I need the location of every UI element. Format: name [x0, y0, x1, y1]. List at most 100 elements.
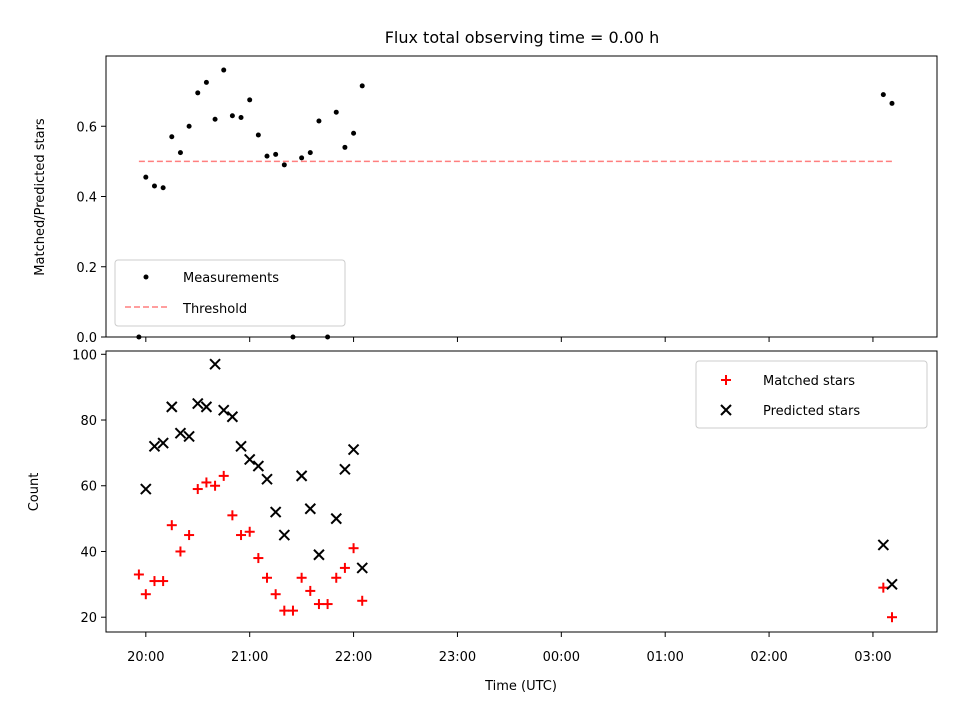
predicted-star-point [877, 539, 890, 551]
predicted-star-point [330, 512, 342, 525]
matched-star-point [313, 599, 324, 610]
predicted-star-point [235, 440, 247, 453]
bottom-legend: Matched stars Predicted stars [695, 360, 928, 429]
matched-star-point [192, 484, 203, 495]
measurement-point [186, 123, 192, 129]
top-y-tick-label: 0.0 [76, 331, 97, 346]
top-panel-points [136, 67, 895, 340]
legend-matched-label: Matched stars [763, 374, 855, 389]
legend-predicted-marker [720, 404, 732, 416]
measurement-point [143, 174, 149, 180]
measurement-point [255, 132, 261, 138]
x-tick-label: 02:00 [750, 650, 787, 665]
matched-star-point [236, 530, 247, 541]
bottom-panel-x-ticks: 20:00 21:00 22:00 23:00 00:00 01:00 02:00 03:00 [127, 632, 892, 665]
x-axis-label: Time (UTC) [484, 679, 557, 694]
predicted-star-point [183, 430, 195, 443]
matched-star-point [287, 605, 298, 616]
matched-star-point [348, 543, 359, 554]
matched-star-point [218, 470, 229, 481]
predicted-star-point [243, 453, 256, 466]
measurement-point [229, 113, 235, 119]
predicted-star-point [356, 562, 368, 574]
predicted-star-point [347, 443, 360, 456]
matched-star-point [253, 553, 264, 564]
top-y-tick-label: 0.6 [76, 120, 97, 135]
measurement-point [273, 151, 279, 157]
matched-star-point [262, 572, 273, 583]
measurement-point [333, 109, 339, 115]
matched-star-point [158, 576, 169, 587]
predicted-star-point [339, 463, 351, 476]
predicted-star-point [304, 503, 316, 515]
predicted-star-point [166, 401, 178, 413]
matched-star-point [184, 530, 195, 541]
predicted-star-point [200, 401, 213, 413]
matched-star-point [279, 605, 290, 616]
top-legend: Measurements Threshold [114, 259, 346, 327]
matched-star-point [175, 546, 186, 557]
matched-star-point [133, 569, 144, 580]
measurement-point [359, 83, 365, 89]
predicted-star-point [174, 427, 187, 439]
bottom-panel: 20 40 60 80 100 20:00 21:00 22:00 23:00 00:00 01:… [27, 348, 938, 694]
measurement-point [264, 153, 270, 159]
predicted-star-point [269, 506, 282, 518]
bottom-y-tick-label: 80 [80, 414, 97, 429]
predicted-star-point [313, 549, 325, 561]
bottom-y-tick-label: 100 [72, 348, 97, 363]
top-panel: 0.0 0.2 0.4 0.6 Matched/Predicted stars Mea… [33, 55, 938, 346]
top-panel-y-axis-label: Matched/Predicted stars [33, 118, 48, 276]
measurement-point [203, 79, 209, 85]
measurement-point [342, 144, 348, 150]
measurement-point [316, 118, 322, 124]
x-tick-label: 03:00 [854, 650, 891, 665]
matched-star-point [339, 562, 350, 573]
measurement-point [177, 150, 183, 156]
predicted-star-point [886, 578, 898, 591]
predicted-star-point [209, 358, 221, 370]
bottom-panel-y-axis-label: Count [27, 473, 42, 512]
bottom-y-tick-label: 40 [80, 545, 97, 560]
x-tick-label: 22:00 [335, 650, 372, 665]
predicted-star-point [295, 470, 308, 482]
x-tick-label: 23:00 [439, 650, 476, 665]
top-panel-title: Flux total observing time = 0.00 h [385, 28, 660, 47]
matched-star-point [227, 510, 238, 521]
predicted-star-point [226, 411, 239, 423]
matched-star-point [166, 520, 177, 531]
top-y-tick-label: 0.2 [76, 261, 97, 276]
predicted-star-point [218, 404, 230, 416]
measurement-point [880, 92, 886, 98]
bottom-panel-points [133, 358, 898, 623]
top-panel-y-ticks: 0.0 0.2 0.4 0.6 [76, 120, 106, 346]
bottom-panel-y-ticks: 20 40 60 80 100 [72, 348, 106, 626]
legend-matched-marker [721, 375, 731, 385]
matched-star-point [210, 480, 221, 491]
measurement-point [299, 155, 305, 161]
legend-threshold-label: Threshold [182, 302, 247, 317]
predicted-star-point [252, 460, 265, 472]
matched-star-point [357, 595, 368, 606]
predicted-star-point [140, 483, 152, 495]
legend-measurements-label: Measurements [183, 271, 279, 286]
predicted-star-point [157, 437, 169, 449]
bottom-legend-box [695, 360, 928, 429]
predicted-star-point [278, 529, 291, 541]
measurement-point [238, 114, 244, 120]
measurement-point [221, 67, 227, 73]
top-legend-box [114, 259, 346, 327]
matched-star-point [140, 589, 151, 600]
matched-star-point [244, 526, 255, 537]
matched-star-point [305, 585, 316, 596]
matched-star-point [270, 589, 281, 600]
measurement-point [212, 116, 218, 122]
legend-predicted-label: Predicted stars [763, 404, 860, 419]
measurement-point [195, 90, 201, 96]
measurement-point [889, 100, 895, 106]
x-tick-label: 20:00 [127, 650, 164, 665]
measurement-point [160, 185, 166, 191]
top-panel-x-ticks [145, 337, 874, 342]
